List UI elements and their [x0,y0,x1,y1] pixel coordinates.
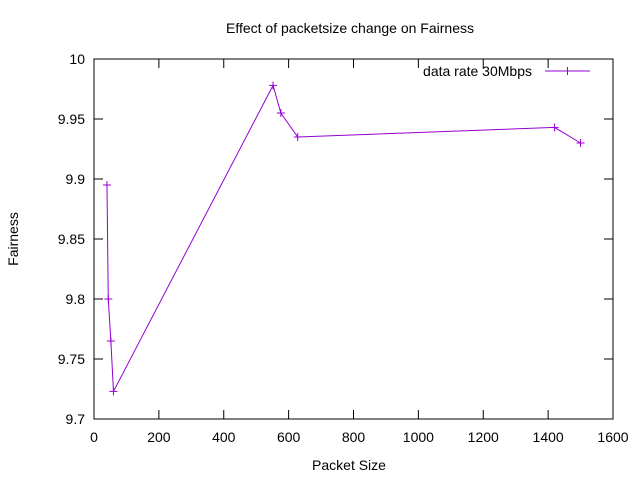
y-tick-label: 9.85 [58,231,85,247]
series-layer [102,81,585,396]
x-tick-label: 1600 [597,429,628,445]
x-tick-label: 1000 [403,429,434,445]
data-point [293,133,302,141]
series-line [106,84,581,394]
x-tick-label: 0 [90,429,98,445]
x-axis-label: Packet Size [312,457,386,473]
x-tick-label: 200 [147,429,171,445]
y-tick-label: 9.8 [66,291,86,307]
legend-marker-plus [563,67,572,75]
data-point [102,181,111,189]
data-point [269,81,278,90]
data-point [576,139,585,147]
x-tick-label: 600 [277,429,301,445]
legend-marker [563,67,572,75]
y-axis-label: Fairness [5,212,21,266]
y-tick-label: 9.95 [58,111,85,127]
data-point [550,123,559,132]
y-axis: 9.7 9.75 9.8 9.85 9.9 9.95 10 [58,51,613,427]
data-point [106,337,115,345]
x-tick-label: 1400 [533,429,564,445]
y-tick-label: 9.7 [66,411,86,427]
y-tick-label: 10 [69,51,85,67]
x-tick-label: 400 [212,429,236,445]
y-tick-label: 9.9 [66,171,86,187]
chart-title: Effect of packetsize change on Fairness [226,20,474,36]
plot-area [93,58,614,420]
data-point [104,295,113,303]
legend: data rate 30Mbps [423,63,590,79]
x-tick-label: 1200 [468,429,499,445]
x-tick-label: 800 [342,429,366,445]
legend-label: data rate 30Mbps [423,63,532,79]
x-axis: 0 200 400 600 800 1000 1200 1400 1600 [90,59,629,445]
y-tick-label: 9.75 [58,351,85,367]
data-point [276,109,285,117]
data-point [109,387,118,396]
